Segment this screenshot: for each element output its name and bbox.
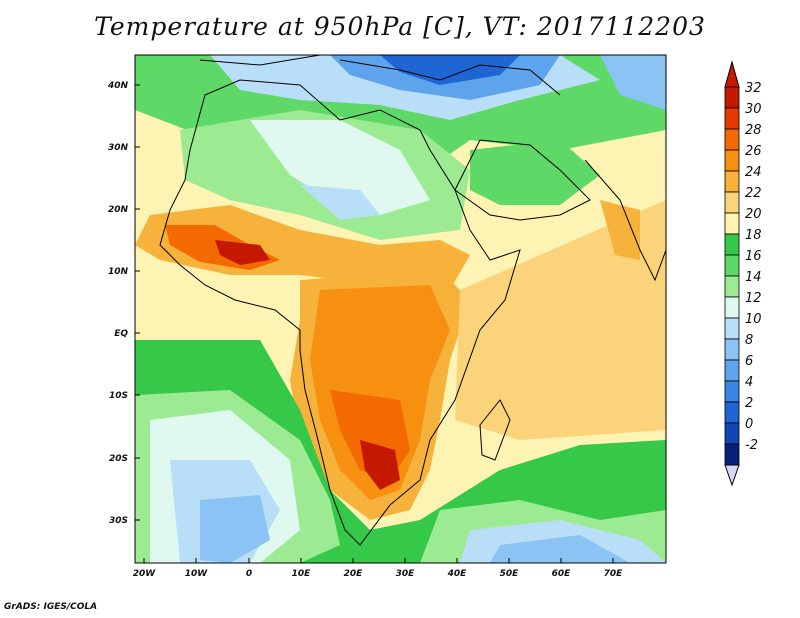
colorbar-label: 8 [745, 333, 753, 348]
lon-axis: 20W 10W 0 10E 20E 30E 40E 50E 60E 70E [133, 569, 623, 579]
colorbar-box [724, 191, 740, 214]
colorbar-label: 26 [745, 144, 762, 159]
map-title: Temperature at 950hPa [C], VT: 201711220… [94, 12, 706, 41]
lon-tick: 0 [246, 569, 252, 579]
colorbar-box [724, 422, 740, 445]
colorbar-label: 0 [745, 417, 753, 432]
lon-tick: 20W [133, 569, 157, 579]
lon-tick: 70E [604, 569, 624, 579]
colorbar-label: 28 [745, 123, 762, 138]
colorbar-label: 20 [745, 207, 762, 222]
lat-tick: 40N [107, 81, 129, 91]
colorbar-label: 16 [745, 249, 762, 264]
credit-label: GrADS: IGES/COLA [4, 602, 98, 612]
colorbar-label: 24 [745, 165, 762, 180]
colorbar-label: 18 [745, 228, 762, 243]
coastlines [159, 55, 666, 546]
lat-tick: 20N [108, 205, 129, 215]
colorbar-label: 4 [745, 375, 753, 390]
lon-tick: 60E [552, 569, 572, 579]
colorbar-label: 10 [745, 312, 762, 327]
lat-tick: EQ [114, 329, 128, 339]
colorbar-box [724, 317, 740, 340]
colorbar-box [724, 359, 740, 382]
colorbar-label: 6 [745, 354, 753, 369]
lat-tick: 10N [108, 267, 129, 277]
colorbar-label: 32 [745, 81, 762, 96]
colorbar-label: -2 [745, 438, 758, 453]
tick-marks [135, 84, 614, 563]
colorbar-box [724, 107, 740, 130]
colorbar-label: 14 [745, 270, 762, 285]
colorbar-box [724, 149, 740, 172]
colorbar-label: 2 [745, 396, 753, 411]
colorbar-box [724, 380, 740, 403]
lat-axis: 40N 30N 20N 10N EQ 10S 20S 30S [107, 81, 129, 526]
lat-tick: 20S [109, 454, 128, 464]
colorbar-label: 12 [745, 291, 762, 306]
colorbar-box [724, 296, 740, 319]
colorbar-box [724, 212, 740, 235]
colorbar-box [724, 338, 740, 361]
lon-tick: 30E [396, 569, 416, 579]
lat-tick: 30S [109, 516, 128, 526]
colorbar-top-arrow [724, 60, 740, 88]
colorbar-box [724, 401, 740, 424]
lon-tick: 10E [292, 569, 312, 579]
colorbar-box [724, 254, 740, 277]
colorbar-box [724, 170, 740, 193]
lat-tick: 30N [108, 143, 129, 153]
colorbar-bottom-arrow [724, 464, 740, 487]
colorbar-box [724, 443, 740, 466]
lon-tick: 10W [185, 569, 209, 579]
plot-frame [134, 54, 667, 564]
lon-tick: 50E [500, 569, 520, 579]
temperature-field [135, 55, 666, 563]
lon-tick: 40E [447, 569, 468, 579]
colorbar-box [724, 275, 740, 298]
lon-tick: 20E [344, 569, 364, 579]
colorbar-label: 22 [745, 186, 762, 201]
colorbar-label: 30 [745, 102, 762, 117]
colorbar-box [724, 233, 740, 256]
colorbar-box [724, 86, 740, 109]
colorbar-box [724, 128, 740, 151]
lat-tick: 10S [109, 391, 128, 401]
